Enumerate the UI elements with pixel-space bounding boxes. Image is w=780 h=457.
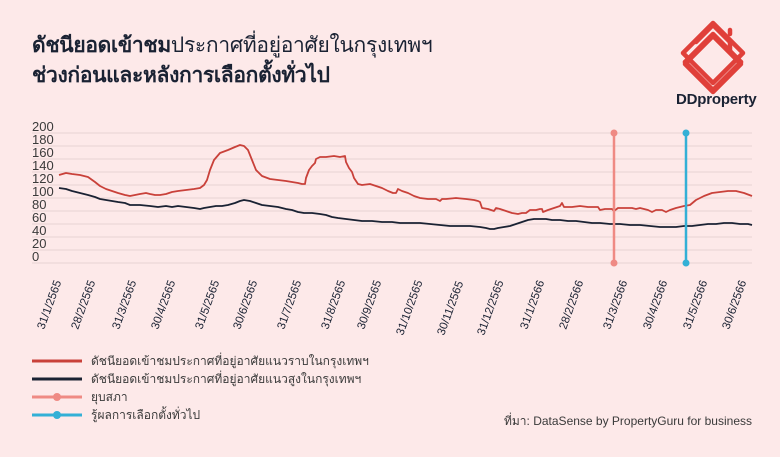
- svg-text:31/1/2565: 31/1/2565: [36, 279, 65, 331]
- svg-text:31/3/2565: 31/3/2565: [111, 279, 140, 331]
- svg-text:31/10/2565: 31/10/2565: [395, 279, 426, 337]
- legend-label: ดัชนียอดเข้าชมประกาศที่อยู่อาศัยแนวสูงใน…: [91, 371, 362, 386]
- svg-text:80: 80: [32, 197, 46, 212]
- series-highrise-line: [58, 187, 753, 230]
- svg-text:140: 140: [32, 158, 54, 173]
- svg-text:30/4/2566: 30/4/2566: [642, 279, 671, 331]
- election-result-marker: [682, 129, 690, 267]
- title-bold-part: ดัชนียอดเข้าชม: [32, 33, 171, 57]
- svg-text:31/8/2565: 31/8/2565: [320, 279, 349, 331]
- svg-text:31/3/2566: 31/3/2566: [602, 279, 631, 331]
- legend-item-lowrise: ดัชนียอดเข้าชมประกาศที่อยู่อาศัยแนวราบใน…: [32, 352, 369, 370]
- series-lowrise-line: [58, 144, 753, 215]
- marker-line-swatch-icon: [32, 393, 82, 401]
- svg-text:30/6/2565: 30/6/2565: [232, 279, 261, 331]
- svg-text:200: 200: [32, 119, 54, 134]
- gridlines: [32, 132, 752, 264]
- line-swatch-icon: [32, 359, 82, 363]
- svg-text:100: 100: [32, 184, 54, 199]
- legend-item-dissolution: ยุบสภา: [32, 388, 369, 406]
- line-swatch-icon: [32, 377, 82, 381]
- svg-text:30/9/2565: 30/9/2565: [356, 279, 385, 331]
- dissolution-marker: [610, 129, 618, 267]
- svg-text:20: 20: [32, 236, 46, 251]
- title-line-2: ช่วงก่อนและหลังการเลือกตั้งทั่วไป: [32, 63, 330, 87]
- svg-text:31/5/2565: 31/5/2565: [194, 279, 223, 331]
- x-axis-ticks: 31/1/2565 28/2/2565 31/3/2565 30/4/2565 …: [36, 279, 750, 337]
- ddproperty-logo-icon: [680, 20, 746, 95]
- svg-text:60: 60: [32, 210, 46, 225]
- legend-item-election: รู้ผลการเลือกตั้งทั่วไป: [32, 406, 369, 424]
- svg-text:28/2/2566: 28/2/2566: [558, 279, 587, 331]
- svg-text:40: 40: [32, 223, 46, 238]
- svg-text:31/5/2566: 31/5/2566: [682, 279, 711, 331]
- legend-label: ดัชนียอดเข้าชมประกาศที่อยู่อาศัยแนวราบใน…: [91, 353, 369, 368]
- chart-legend: ดัชนียอดเข้าชมประกาศที่อยู่อาศัยแนวราบใน…: [32, 352, 369, 424]
- svg-text:30/11/2565: 30/11/2565: [436, 280, 467, 337]
- svg-text:31/12/2565: 31/12/2565: [476, 279, 507, 337]
- legend-item-highrise: ดัชนียอดเข้าชมประกาศที่อยู่อาศัยแนวสูงใน…: [32, 370, 369, 388]
- svg-text:160: 160: [32, 145, 54, 160]
- svg-text:120: 120: [32, 171, 54, 186]
- marker-line-swatch-icon: [32, 411, 82, 419]
- svg-text:28/2/2565: 28/2/2565: [70, 279, 99, 331]
- svg-text:31/7/2565: 31/7/2565: [276, 279, 305, 331]
- svg-text:30/4/2565: 30/4/2565: [150, 279, 179, 331]
- svg-text:30/6/2566: 30/6/2566: [721, 279, 750, 331]
- svg-text:180: 180: [32, 132, 54, 147]
- legend-label: รู้ผลการเลือกตั้งทั่วไป: [91, 407, 201, 422]
- brand-name: DDproperty: [676, 91, 757, 108]
- chart-title: ดัชนียอดเข้าชมประกาศที่อยู่อาศัยในกรุงเท…: [32, 30, 433, 90]
- svg-text:0: 0: [32, 249, 39, 264]
- legend-label: ยุบสภา: [91, 389, 128, 404]
- y-axis-ticks: 200 180 160 140 120 100 80 60 40 20 0: [32, 119, 54, 264]
- data-source-note: ที่มา: DataSense by PropertyGuru for bus…: [503, 414, 752, 428]
- line-chart: 200 180 160 140 120 100 80 60 40 20 0 31…: [32, 119, 753, 337]
- title-regular-part: ประกาศที่อยู่อาศัยในกรุงเทพฯ: [170, 33, 433, 57]
- svg-text:31/1/2566: 31/1/2566: [519, 279, 548, 331]
